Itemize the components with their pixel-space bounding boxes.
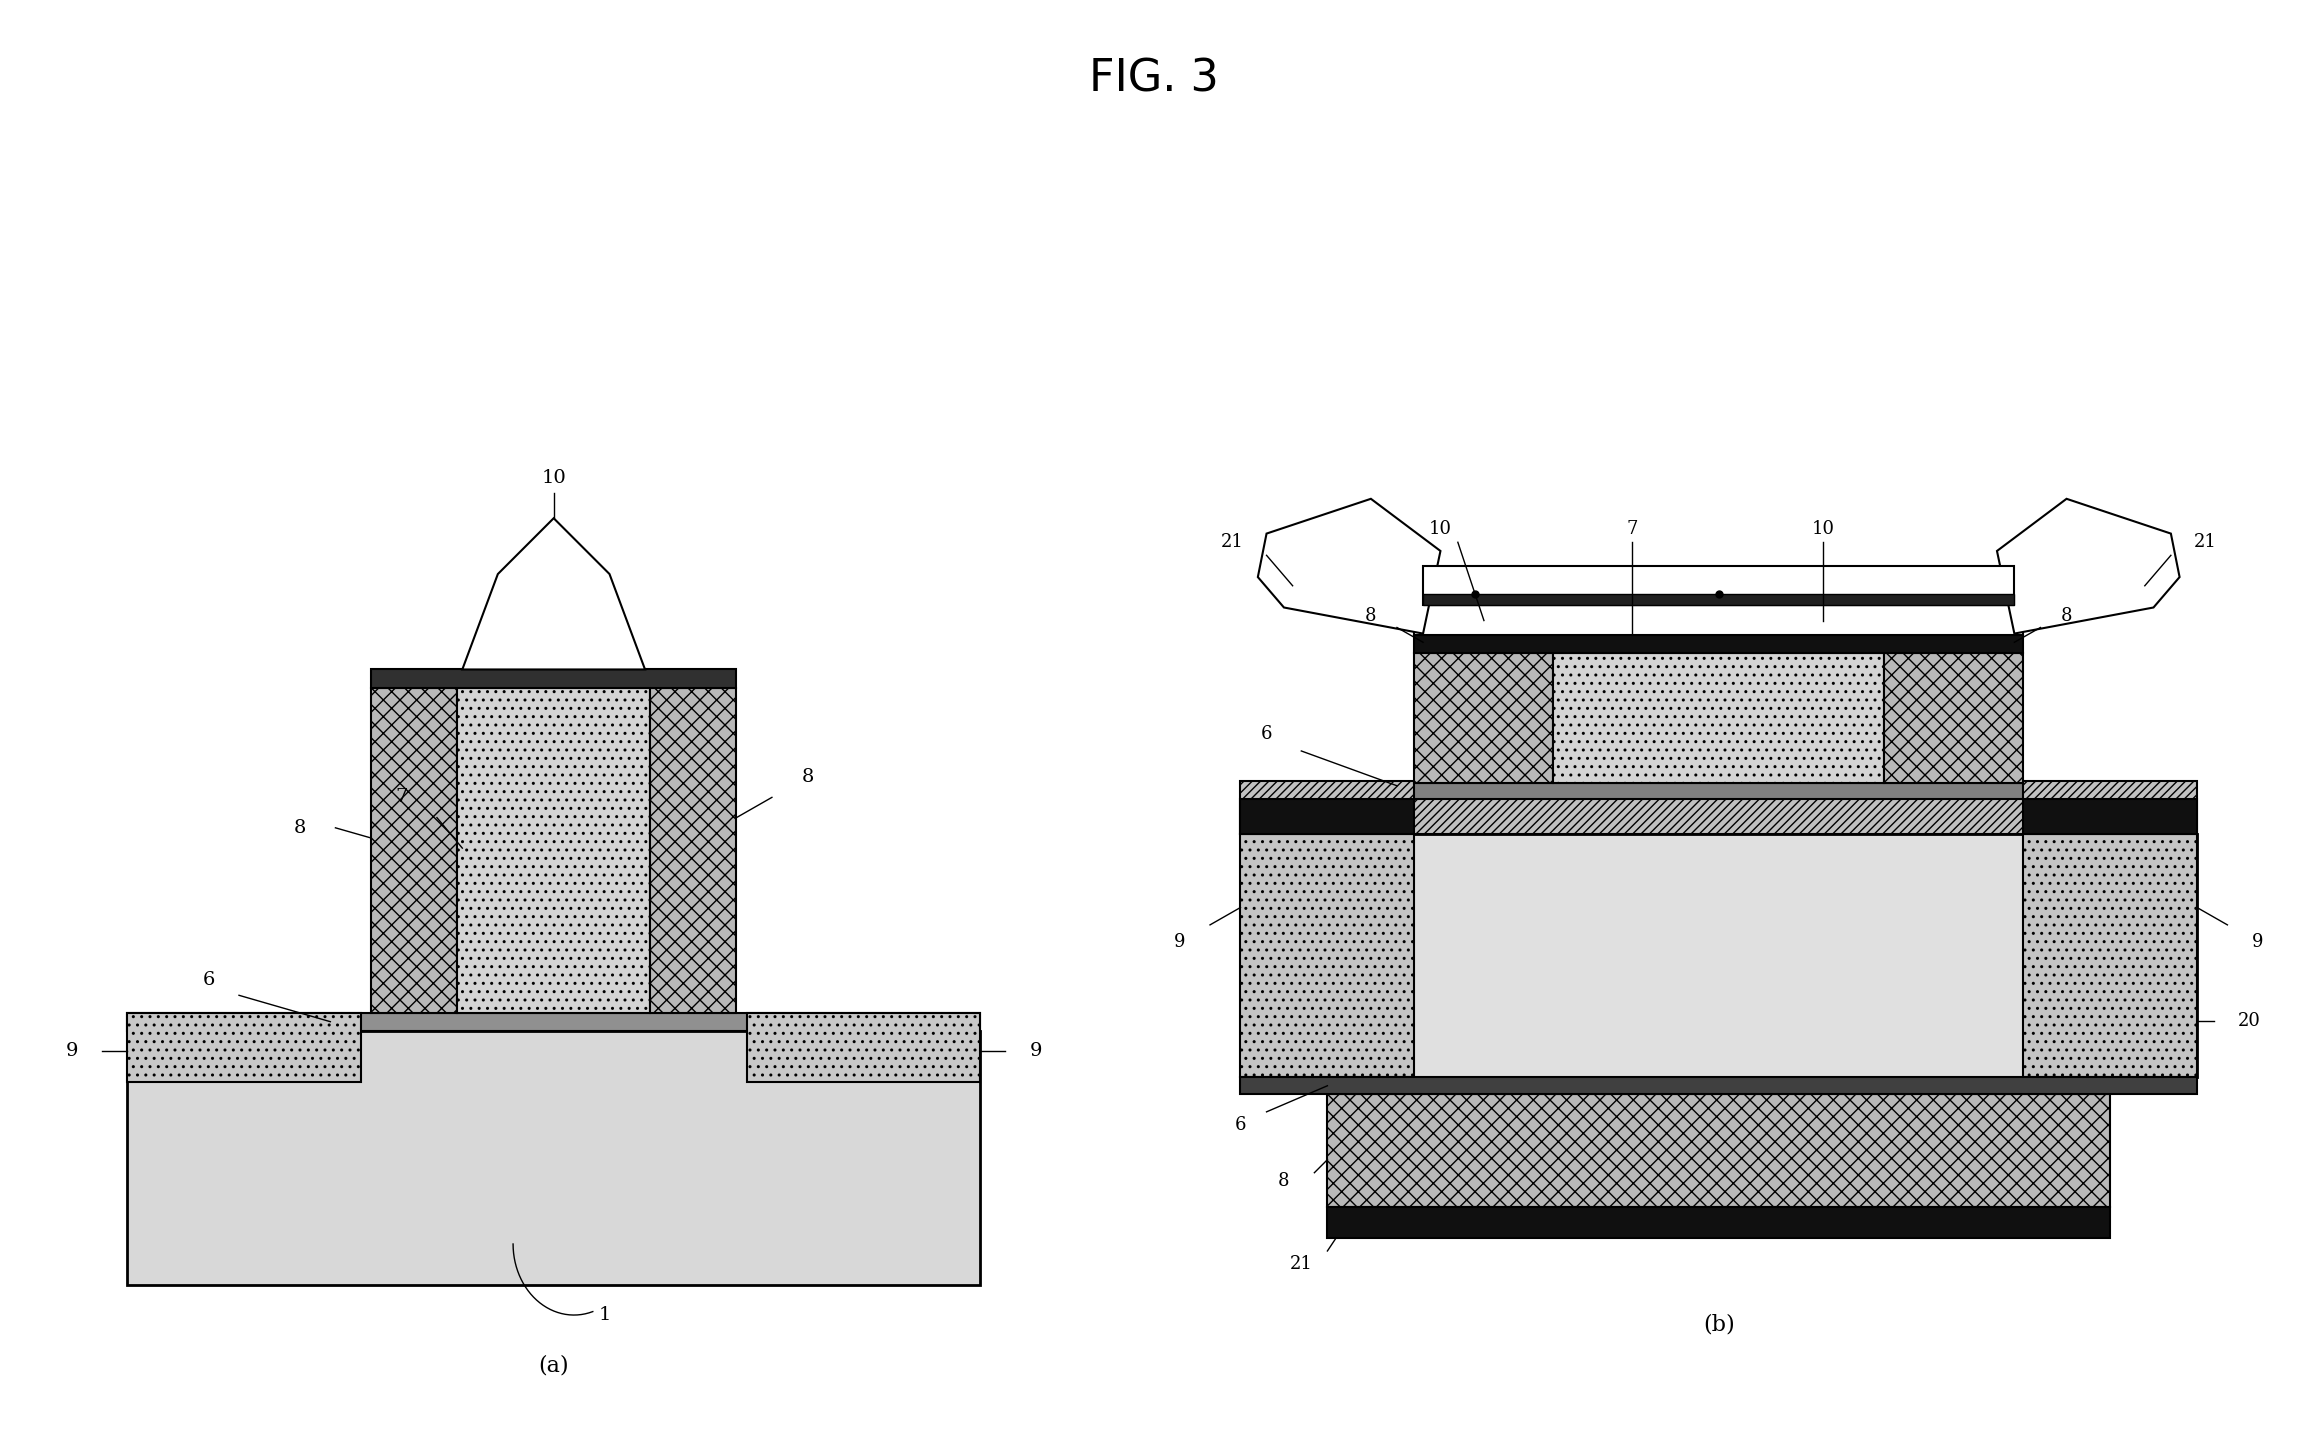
Bar [1241, 781, 2196, 833]
Text: 8: 8 [293, 819, 307, 837]
Bar [1327, 1095, 2111, 1207]
Text: 9: 9 [2252, 934, 2263, 951]
Text: 21: 21 [1220, 534, 1243, 551]
Text: 9: 9 [1174, 934, 1186, 951]
Text: 21: 21 [1290, 1255, 1313, 1274]
Bar [1423, 594, 2014, 604]
Text: (b): (b) [1703, 1314, 1735, 1335]
Bar [651, 688, 736, 1013]
Bar [127, 1013, 360, 1082]
Bar [2023, 799, 2196, 833]
Text: 21: 21 [2194, 534, 2217, 551]
Text: 8: 8 [801, 768, 814, 786]
Text: 6: 6 [1234, 1115, 1246, 1134]
Text: FIG. 3: FIG. 3 [1089, 58, 1218, 101]
Bar [1423, 566, 2014, 604]
Text: 8: 8 [2060, 607, 2072, 625]
Bar [1241, 833, 1414, 1076]
Bar [127, 1030, 980, 1285]
Polygon shape [1998, 499, 2180, 633]
Text: 7: 7 [1626, 521, 1638, 538]
Bar [1327, 1207, 2111, 1238]
Bar [371, 688, 457, 1013]
Text: 9: 9 [65, 1042, 78, 1061]
Bar [1414, 636, 2023, 653]
Text: 8: 8 [1278, 1173, 1290, 1190]
Bar [1414, 653, 1553, 783]
Text: (a): (a) [538, 1354, 570, 1377]
Text: 10: 10 [542, 469, 565, 486]
Text: 10: 10 [1811, 521, 1834, 538]
Bar [1241, 799, 1414, 833]
Bar [1414, 783, 2023, 799]
Text: 9: 9 [1029, 1042, 1043, 1061]
Bar [2023, 833, 2196, 1076]
Bar [127, 1013, 980, 1030]
Polygon shape [461, 518, 646, 669]
Text: 1: 1 [598, 1307, 611, 1324]
Text: 6: 6 [1262, 725, 1271, 743]
Text: 10: 10 [1428, 521, 1451, 538]
Text: 6: 6 [203, 971, 215, 989]
Bar [1414, 604, 2023, 636]
Bar [747, 1013, 980, 1082]
Bar [1241, 1076, 2196, 1095]
Text: 20: 20 [2238, 1012, 2261, 1029]
Polygon shape [1257, 499, 1440, 633]
Bar [1553, 653, 1885, 783]
Text: 8: 8 [1366, 607, 1377, 625]
Text: 7: 7 [394, 789, 408, 806]
Bar [1241, 833, 2196, 1076]
Bar [457, 688, 651, 1013]
Bar [1885, 653, 2023, 783]
Bar [371, 669, 736, 688]
